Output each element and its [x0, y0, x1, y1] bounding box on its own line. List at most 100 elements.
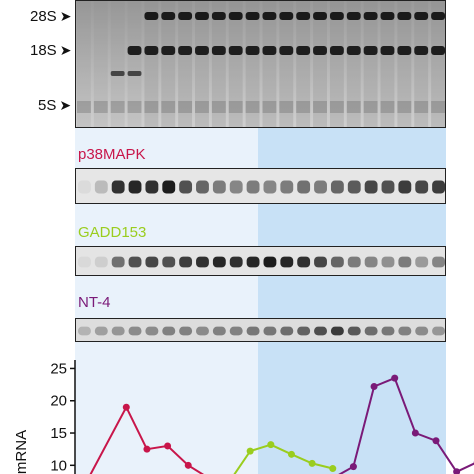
blot-band — [229, 180, 243, 194]
data-point — [391, 374, 399, 382]
blot-band — [432, 256, 445, 268]
blot-band — [78, 180, 91, 194]
blot-band — [162, 180, 176, 194]
blot-band — [263, 180, 277, 194]
band-low — [110, 71, 125, 76]
gel-lane — [296, 1, 311, 127]
band-5s — [363, 101, 378, 113]
band-28s — [380, 12, 395, 20]
blot-band — [330, 326, 344, 336]
arrow-right-icon: ➤ — [59, 42, 72, 58]
band-5s — [178, 101, 193, 113]
band-28s — [329, 12, 344, 20]
gel-lane — [228, 1, 243, 127]
blot-band — [94, 256, 108, 268]
blot-band — [347, 256, 361, 268]
data-point — [184, 461, 192, 469]
blot-band — [398, 326, 412, 336]
y-tick-label: 25 — [50, 360, 67, 377]
blot-band — [280, 180, 294, 194]
band-28s — [161, 12, 176, 20]
band-5s — [296, 101, 311, 113]
band-5s — [228, 101, 243, 113]
gel-lane — [363, 1, 378, 127]
blot-band — [196, 326, 209, 336]
band-18s — [296, 46, 311, 55]
blot-band — [128, 256, 142, 268]
band-5s — [313, 101, 327, 113]
blot-band — [196, 256, 209, 268]
blot-band — [280, 256, 294, 268]
blot-band — [297, 326, 311, 336]
blot-band — [179, 326, 193, 336]
gel-lane — [178, 1, 193, 127]
band-5s — [380, 101, 395, 113]
gel-lane — [329, 1, 344, 127]
blot-band — [347, 326, 361, 336]
blot-band — [330, 180, 344, 194]
blot-band — [364, 256, 378, 268]
marker-28s-label: 28S — [30, 8, 57, 25]
band-18s — [211, 46, 226, 55]
blot-band — [212, 180, 226, 194]
gel-lane — [161, 1, 176, 127]
gel-lane — [313, 1, 327, 127]
band-5s — [346, 101, 361, 113]
band-28s — [363, 12, 378, 20]
blot-band — [280, 326, 294, 336]
data-point — [308, 459, 316, 467]
blot-band — [78, 326, 91, 336]
blot-band — [263, 256, 277, 268]
blot-band — [162, 256, 176, 268]
blot-band — [162, 326, 176, 336]
blot-band — [246, 180, 260, 194]
gel-lane — [144, 1, 159, 127]
band-28s — [144, 12, 159, 20]
blot-band — [432, 180, 445, 194]
band-5s — [93, 101, 108, 113]
blot-band — [145, 180, 159, 194]
blot-band — [415, 180, 429, 194]
band-28s — [397, 12, 412, 20]
series-line-1 — [233, 443, 334, 474]
data-point — [349, 463, 357, 471]
marker-18s-label: 18S — [30, 42, 57, 59]
band-18s — [178, 46, 193, 55]
band-28s — [346, 12, 361, 20]
band-28s — [296, 12, 311, 20]
blot-band — [111, 326, 125, 336]
band-18s — [414, 46, 429, 55]
gel-bands — [77, 1, 445, 127]
marker-5s-label: 5S — [38, 97, 57, 114]
series-line-2 — [338, 376, 474, 474]
band-18s — [262, 46, 277, 55]
blot-gadd153 — [75, 246, 446, 276]
blot-band — [145, 256, 159, 268]
band-28s — [279, 12, 294, 20]
band-18s — [380, 46, 395, 55]
blot-band — [415, 326, 429, 336]
blot-band — [229, 256, 243, 268]
gel-lane — [414, 1, 429, 127]
band-28s — [211, 12, 226, 20]
blot-gadd153-bands — [78, 256, 445, 268]
band-18s — [346, 46, 361, 55]
blot-band — [398, 256, 412, 268]
blot-band — [364, 326, 378, 336]
band-18s — [397, 46, 412, 55]
band-5s — [77, 101, 91, 113]
band-5s — [329, 101, 344, 113]
blot-band — [94, 180, 108, 194]
blot-band — [314, 256, 327, 268]
blot-band — [229, 326, 243, 336]
band-28s — [313, 12, 327, 20]
blot-band — [179, 256, 193, 268]
band-18s — [195, 46, 209, 55]
y-tick-label: 15 — [50, 425, 67, 442]
blot-band — [94, 326, 108, 336]
blot-p38mapk-bands — [78, 180, 445, 194]
blot-band — [145, 326, 159, 336]
band-28s — [262, 12, 277, 20]
blot-band — [364, 180, 378, 194]
